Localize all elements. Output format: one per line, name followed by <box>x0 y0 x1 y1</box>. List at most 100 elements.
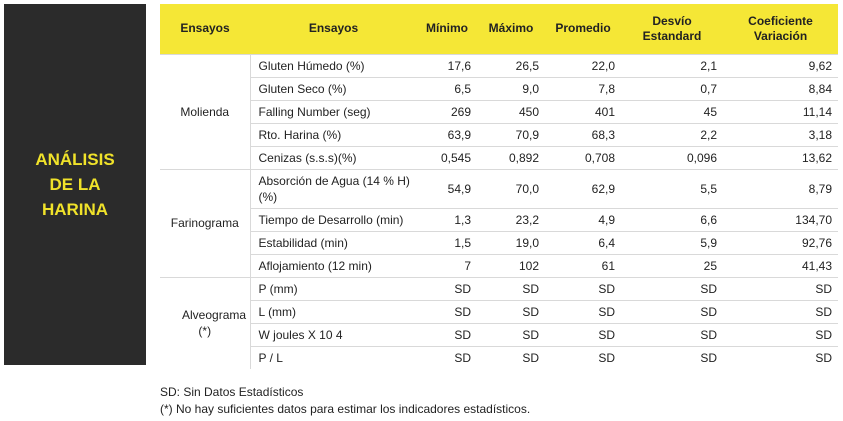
promedio-cell: SD <box>545 299 621 323</box>
side-title-line: DE LA <box>49 175 101 194</box>
header-group: Ensayos <box>160 4 250 54</box>
maximo-cell: 0,892 <box>477 145 545 169</box>
promedio-cell: 6,4 <box>545 230 621 254</box>
minimo-cell: 54,9 <box>417 168 477 208</box>
promedio-cell: 0,708 <box>545 145 621 169</box>
desvio-cell: SD <box>621 322 723 346</box>
header-row: Ensayos Ensayos Mínimo Máximo Promedio D… <box>160 4 838 54</box>
minimo-cell: 7 <box>417 253 477 277</box>
header-maximo: Máximo <box>477 4 545 54</box>
maximo-cell: SD <box>477 276 545 300</box>
minimo-cell: 1,5 <box>417 230 477 254</box>
desvio-cell: 45 <box>621 99 723 123</box>
desvio-cell: SD <box>621 276 723 300</box>
desvio-cell: 2,1 <box>621 53 723 77</box>
minimo-cell: 63,9 <box>417 122 477 146</box>
maximo-cell: 70,9 <box>477 122 545 146</box>
table-row: P / L SD SD SD SD SD <box>160 345 838 369</box>
promedio-cell: 7,8 <box>545 76 621 100</box>
table-row: Farinograma Absorción de Agua (14 % H) (%… <box>160 168 838 277</box>
ensayo-cell: Aflojamiento (12 min) <box>250 253 417 277</box>
promedio-cell: SD <box>545 322 621 346</box>
desvio-cell: 0,096 <box>621 145 723 169</box>
promedio-cell: SD <box>545 276 621 300</box>
ensayo-cell: Cenizas (s.s.s)(%) <box>250 145 417 169</box>
coef-cell: SD <box>723 299 838 323</box>
coef-cell: 8,79 <box>723 168 838 208</box>
header-coef-line: Variación <box>753 28 808 43</box>
table-row: Aflojamiento (12 min) 7 102 61 25 41,43 <box>160 253 838 277</box>
maximo-cell: 70,0 <box>477 168 545 208</box>
footnote-asterisk: (*) No hay suficientes datos para estima… <box>160 402 531 416</box>
ensayo-cell: L (mm) <box>250 299 417 323</box>
group-label: Alveograma (*) <box>160 276 251 369</box>
footnote-sd: SD: Sin Datos Estadísticos <box>160 385 304 399</box>
minimo-cell: 1,3 <box>417 207 477 231</box>
maximo-cell: 26,5 <box>477 53 545 77</box>
coef-cell: 92,76 <box>723 230 838 254</box>
side-title-line: ANÁLISIS <box>35 150 115 169</box>
table-row: Estabilidad (min) 1,5 19,0 6,4 5,9 92,76 <box>160 230 838 254</box>
maximo-cell: 102 <box>477 253 545 277</box>
header-coef-line: Coeficiente <box>748 13 813 28</box>
promedio-cell: 4,9 <box>545 207 621 231</box>
side-panel: ANÁLISIS DE LA HARINA <box>4 4 146 365</box>
maximo-cell: 23,2 <box>477 207 545 231</box>
maximo-cell: SD <box>477 322 545 346</box>
desvio-cell: 0,7 <box>621 76 723 100</box>
ensayo-cell: Gluten Húmedo (%) <box>250 53 417 77</box>
side-title-line: HARINA <box>41 200 109 219</box>
coef-cell: 11,14 <box>723 99 838 123</box>
ensayo-cell: Gluten Seco (%) <box>250 76 417 100</box>
results-table: Ensayos Ensayos Mínimo Máximo Promedio D… <box>160 4 838 369</box>
header-ensayo: Ensayos <box>250 4 417 54</box>
promedio-cell: SD <box>545 345 621 369</box>
table-row: Alveograma (*) P (mm) SD SD SD SD SD <box>160 276 838 369</box>
desvio-cell: SD <box>621 299 723 323</box>
group-label: Farinograma <box>160 168 251 277</box>
ensayo-cell: P / L <box>250 345 417 369</box>
coef-cell: 8,84 <box>723 76 838 100</box>
minimo-cell: 0,545 <box>417 145 477 169</box>
maximo-cell: 19,0 <box>477 230 545 254</box>
table-row: Rto. Harina (%) 63,9 70,9 68,3 2,2 3,18 <box>160 122 838 146</box>
promedio-cell: 62,9 <box>545 168 621 208</box>
promedio-cell: 68,3 <box>545 122 621 146</box>
coef-cell: 41,43 <box>723 253 838 277</box>
desvio-cell: SD <box>621 345 723 369</box>
maximo-cell: 9,0 <box>477 76 545 100</box>
ensayo-cell: Estabilidad (min) <box>250 230 417 254</box>
desvio-cell: 2,2 <box>621 122 723 146</box>
header-minimo: Mínimo <box>417 4 477 54</box>
ensayo-cell: Tiempo de Desarrollo (min) <box>250 207 417 231</box>
minimo-cell: SD <box>417 322 477 346</box>
minimo-cell: SD <box>417 276 477 300</box>
table-row: L (mm) SD SD SD SD SD <box>160 299 838 323</box>
coef-cell: 13,62 <box>723 145 838 169</box>
ensayo-cell: W joules X 10 4 <box>250 322 417 346</box>
minimo-cell: SD <box>417 345 477 369</box>
minimo-cell: 269 <box>417 99 477 123</box>
promedio-cell: 61 <box>545 253 621 277</box>
minimo-cell: 17,6 <box>417 53 477 77</box>
promedio-cell: 401 <box>545 99 621 123</box>
coef-cell: 134,70 <box>723 207 838 231</box>
desvio-cell: 6,6 <box>621 207 723 231</box>
table-row: W joules X 10 4 SD SD SD SD SD <box>160 322 838 346</box>
maximo-cell: SD <box>477 345 545 369</box>
minimo-cell: 6,5 <box>417 76 477 100</box>
maximo-cell: SD <box>477 299 545 323</box>
table-body: Molienda Gluten Húmedo (%) 17,6 26,5 22,0 2,1… <box>160 53 838 369</box>
header-coef: Coeficiente Variación <box>723 4 838 54</box>
ensayo-cell: Absorción de Agua (14 % H) (%) <box>250 168 417 208</box>
desvio-cell: 5,5 <box>621 168 723 208</box>
table-row: Falling Number (seg) 269 450 401 45 11,14 <box>160 99 838 123</box>
coef-cell: 9,62 <box>723 53 838 77</box>
promedio-cell: 22,0 <box>545 53 621 77</box>
minimo-cell: SD <box>417 299 477 323</box>
coef-cell: SD <box>723 345 838 369</box>
table-row: Gluten Seco (%) 6,5 9,0 7,8 0,7 8,84 <box>160 76 838 100</box>
coef-cell: 3,18 <box>723 122 838 146</box>
header-desvio: Desvío Estandard <box>621 4 723 54</box>
coef-cell: SD <box>723 322 838 346</box>
